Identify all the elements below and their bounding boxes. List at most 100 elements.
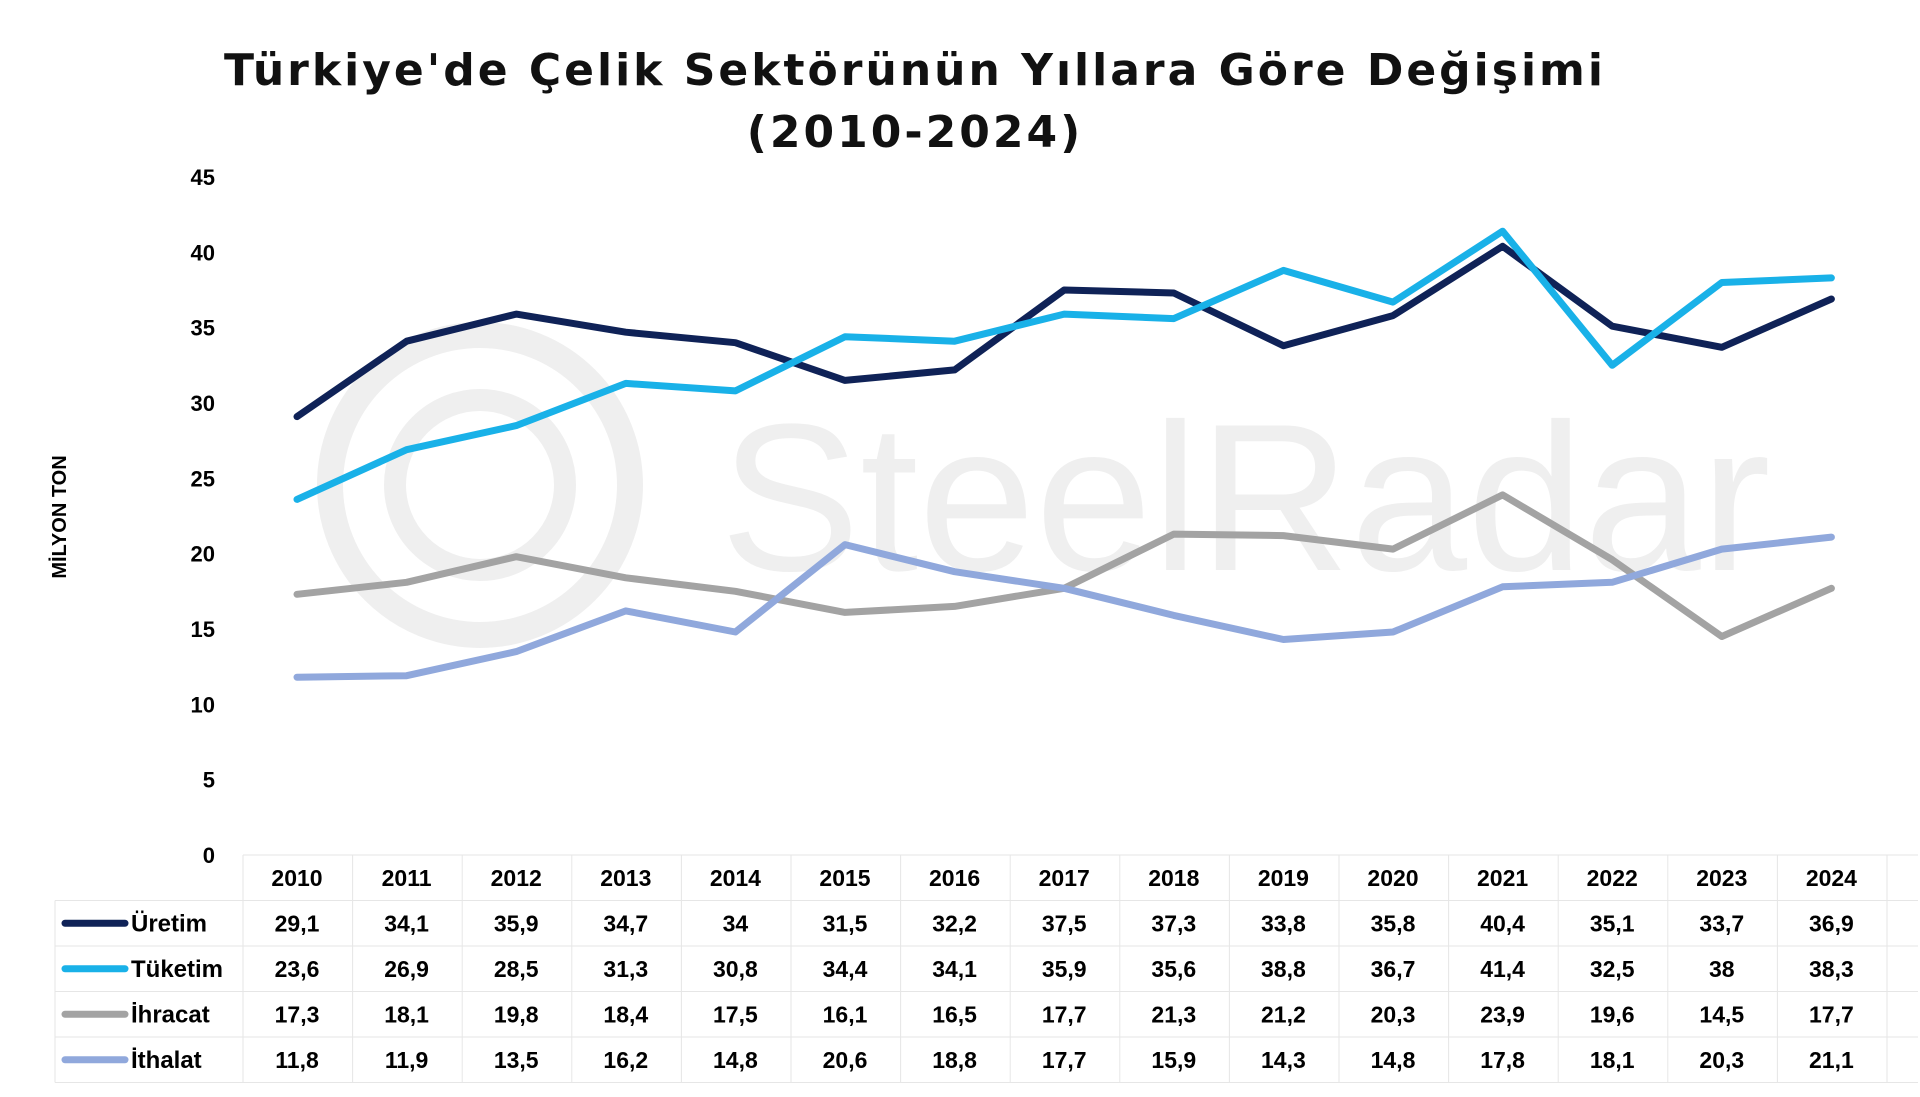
legend-entry-3: İhracat [131,1001,210,1028]
data-label: 34 [723,910,749,936]
watermark-wordmark: SteelRadar [720,380,1771,615]
y-tick-label-35: 35 [191,316,215,341]
data-table-grid [54,854,1918,1083]
data-label: 36,7 [1371,956,1416,982]
data-label: 36,9 [1809,910,1854,936]
data-label: 23,6 [275,956,320,982]
y-tick-label-45: 45 [191,165,215,190]
chart-title: Türkiye'de Çelik Sektörünün Yıllara Göre… [0,40,1830,164]
y-tick-label-20: 20 [191,542,215,567]
legend-entry-1: Üretim [131,910,207,937]
data-label: 17,3 [275,1001,320,1027]
data-label: 17,7 [1042,1047,1087,1073]
data-label: 18,1 [1590,1047,1635,1073]
y-tick-label-15: 15 [191,617,215,642]
data-label: 16,1 [823,1001,868,1027]
data-label: 33,7 [1699,910,1744,936]
data-label: 16,2 [603,1047,648,1073]
chart-title-line1: Türkiye'de Çelik Sektörünün Yıllara Göre… [224,45,1606,96]
data-label: 34,1 [384,910,429,936]
series-lines [293,227,1835,681]
chart-title-line2: (2010-2024) [746,107,1084,158]
y-tick-label-5: 5 [203,768,215,793]
watermark-ring-outer [317,322,643,648]
x-category-label-2014: 2014 [710,865,761,891]
data-label: 30,8 [713,956,758,982]
data-label: 38,8 [1261,956,1306,982]
y-axis: 0 5 10 15 20 25 30 35 40 45 MİLYON TON [48,165,215,868]
y-tick-label-40: 40 [191,240,215,265]
steelradar-watermark-logo: SteelRadar [317,322,1771,648]
x-category-label-2018: 2018 [1148,865,1199,891]
data-label: 17,7 [1809,1001,1854,1027]
data-label: 19,6 [1590,1001,1635,1027]
data-label: 13,5 [494,1047,539,1073]
data-label: 37,5 [1042,910,1087,936]
y-tick-label-30: 30 [191,391,215,416]
x-category-label-2017: 2017 [1039,865,1090,891]
data-label: 31,3 [603,956,648,982]
data-label: 14,8 [713,1047,758,1073]
x-category-label-2022: 2022 [1587,865,1638,891]
data-label: 35,6 [1151,956,1196,982]
y-tick-label-0: 0 [203,843,215,868]
x-category-label-2011: 2011 [382,865,432,891]
x-category-label-2012: 2012 [491,865,542,891]
data-label: 14,3 [1261,1047,1306,1073]
x-category-label-2020: 2020 [1367,865,1418,891]
data-label: 14,8 [1371,1047,1416,1073]
data-label: 17,8 [1480,1047,1525,1073]
watermark-ring-inner [384,389,576,581]
data-label: 34,1 [932,956,977,982]
data-label: 14,5 [1699,1001,1744,1027]
x-category-label-2015: 2015 [819,865,870,891]
series-line-2 [293,227,1835,503]
data-label: 38 [1709,956,1735,982]
data-label: 18,1 [384,1001,429,1027]
data-label: 17,5 [713,1001,758,1027]
series-line-1 [293,242,1835,421]
y-tick-label-25: 25 [191,466,215,491]
data-label: 21,3 [1151,1001,1196,1027]
data-label: 35,1 [1590,910,1635,936]
data-label: 20,3 [1371,1001,1416,1027]
x-category-label-2013: 2013 [600,865,651,891]
x-category-label-2024: 2024 [1806,865,1857,891]
data-label: 21,2 [1261,1001,1306,1027]
data-label: 20,3 [1699,1047,1744,1073]
legend-entry-4: İthalat [131,1047,202,1074]
data-label: 34,4 [823,956,868,982]
data-label: 29,1 [275,910,320,936]
data-label: 35,8 [1371,910,1416,936]
data-label: 32,2 [932,910,977,936]
legend-entry-2: Tüketim [131,956,223,983]
data-label: 40,4 [1480,910,1525,936]
y-axis-label: MİLYON TON [48,455,71,578]
x-category-label-2010: 2010 [271,865,322,891]
data-label: 11,9 [385,1047,429,1073]
data-label: 16,5 [932,1001,977,1027]
y-tick-label-10: 10 [191,692,215,717]
data-label: 38,3 [1809,956,1854,982]
data-label: 17,7 [1042,1001,1087,1027]
data-label: 20,6 [823,1047,868,1073]
data-label: 32,5 [1590,956,1635,982]
data-label: 26,9 [384,956,429,982]
data-label: 19,8 [494,1001,539,1027]
data-label: 11,8 [275,1047,319,1073]
x-category-label-2019: 2019 [1258,865,1309,891]
data-table: 2010 2011 2012 2013 2014 2015 2016 2017 2018 2019… [61,865,1857,1074]
data-label: 23,9 [1480,1001,1525,1027]
data-label: 37,3 [1151,910,1196,936]
x-category-label-2016: 2016 [929,865,980,891]
data-label: 35,9 [1042,956,1087,982]
series-line-4 [293,533,1835,681]
data-label: 34,7 [603,910,648,936]
data-label: 33,8 [1261,910,1306,936]
x-category-label-2023: 2023 [1696,865,1747,891]
data-label: 18,8 [932,1047,977,1073]
data-label: 31,5 [823,910,868,936]
data-label: 18,4 [603,1001,648,1027]
data-label: 15,9 [1151,1047,1196,1073]
